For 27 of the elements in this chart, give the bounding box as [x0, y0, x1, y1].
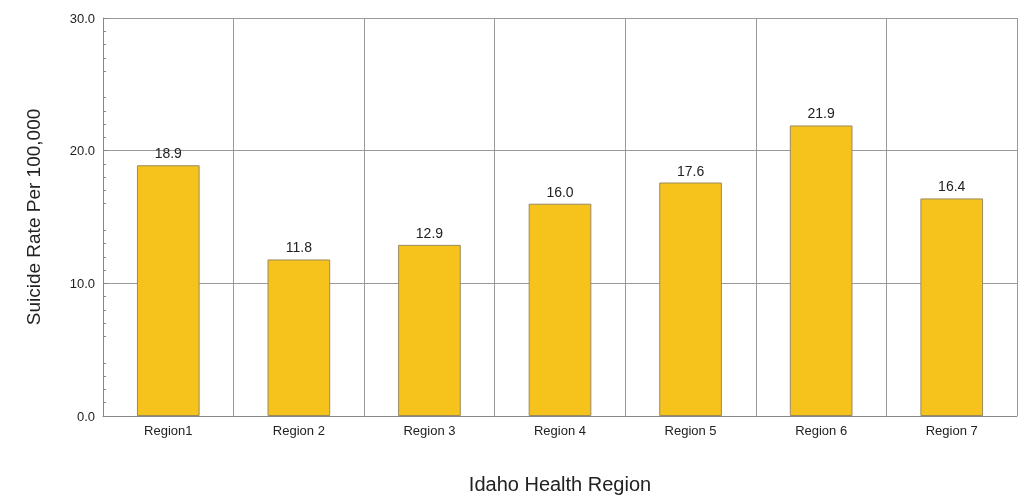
- bar: [267, 259, 331, 416]
- y-tick-label: 30.0: [69, 10, 95, 26]
- bar: [789, 125, 853, 416]
- y-tick-label: 0.0: [76, 408, 95, 424]
- x-tick-label: Region 6: [795, 423, 848, 438]
- data-label: 16.4: [938, 178, 966, 195]
- x-tick-label: Region1: [144, 423, 193, 438]
- x-tick-label: Region 3: [403, 423, 456, 438]
- bar: [136, 165, 200, 416]
- bar: [920, 198, 984, 416]
- x-tick-label: Region 4: [533, 423, 587, 438]
- x-tick-label: Region 5: [664, 423, 717, 438]
- data-label: 21.9: [807, 105, 835, 122]
- x-tick-label: Region 7: [925, 423, 978, 438]
- y-axis-title: Suicide Rate Per 100,000: [23, 108, 44, 326]
- data-label: 17.6: [676, 162, 705, 179]
- data-label: 18.9: [154, 145, 183, 162]
- x-axis-title: Idaho Health Region: [468, 473, 652, 495]
- x-tick-label: Region 2: [272, 423, 325, 438]
- bar: [659, 182, 722, 416]
- data-label: 16.0: [546, 183, 574, 200]
- y-tick-label: 10.0: [69, 275, 95, 291]
- bar: [528, 203, 592, 416]
- y-tick-label: 20.0: [69, 143, 95, 159]
- data-label: 12.9: [415, 224, 444, 241]
- bar: [398, 244, 461, 416]
- data-label: 11.8: [285, 239, 313, 256]
